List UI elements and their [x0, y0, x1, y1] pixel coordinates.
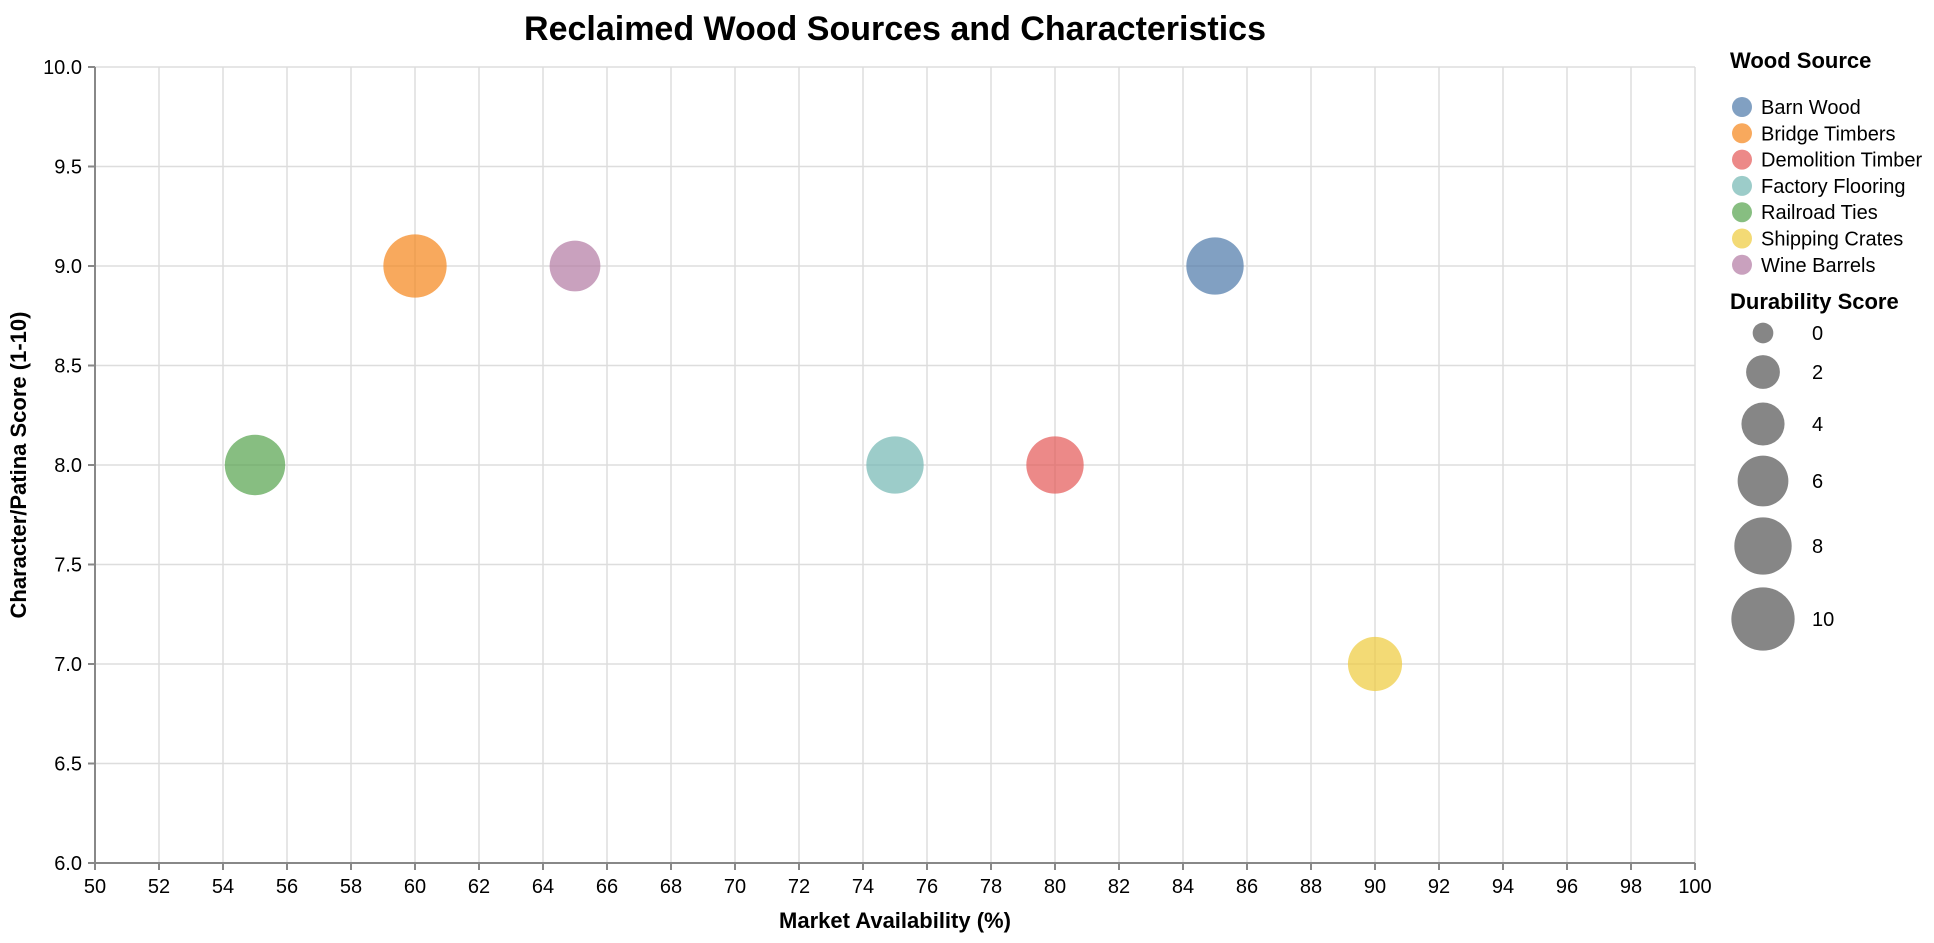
size-legend-circle-icon — [1741, 402, 1785, 446]
legend-item-barn-wood: Barn Wood — [1732, 97, 1861, 119]
x-tick-label: 84 — [1172, 876, 1194, 898]
legend-item-railroad-ties: Railroad Ties — [1732, 202, 1878, 224]
y-tick-label: 8.0 — [54, 455, 82, 477]
x-tick-label: 88 — [1300, 876, 1322, 898]
legend-item-bridge-timbers: Bridge Timbers — [1732, 123, 1896, 145]
y-tick-label: 6.0 — [54, 853, 82, 875]
size-legend-item-label: 0 — [1812, 323, 1823, 345]
size-legend-item-label: 4 — [1812, 414, 1823, 436]
y-tick-label: 9.5 — [54, 157, 82, 179]
x-tick-label: 68 — [660, 876, 682, 898]
legend-swatch-icon — [1732, 254, 1752, 275]
size-legend-item-8: 8 — [1734, 517, 1823, 575]
size-legend-circle-icon — [1731, 587, 1795, 651]
size-legend-item-label: 8 — [1812, 536, 1823, 558]
size-legend-circle-icon — [1746, 355, 1780, 389]
x-tick-label: 70 — [724, 876, 746, 898]
x-tick-label: 72 — [788, 876, 810, 898]
legend-swatch-icon — [1732, 97, 1752, 117]
size-legend-circle-icon — [1734, 517, 1792, 575]
bubble-factory-flooring[interactable] — [866, 436, 924, 494]
size-legend-circle-icon — [1752, 322, 1774, 344]
size-legend-item-label: 2 — [1812, 362, 1823, 384]
x-tick-label: 74 — [852, 876, 874, 898]
legend-item-wine-barrels: Wine Barrels — [1732, 254, 1875, 277]
x-tick-label: 66 — [596, 876, 618, 898]
legend-item-label: Barn Wood — [1761, 97, 1861, 119]
x-tick-label: 78 — [980, 876, 1002, 898]
x-tick-label: 96 — [1556, 876, 1578, 898]
legend-item-shipping-crates: Shipping Crates — [1732, 228, 1903, 251]
y-axis-title: Character/Patina Score (1-10) — [6, 312, 31, 619]
x-tick-label: 94 — [1492, 876, 1514, 898]
bubble-wine-barrels[interactable] — [549, 240, 601, 292]
y-tick-label: 8.5 — [54, 356, 82, 378]
x-tick-label: 90 — [1364, 876, 1386, 898]
x-tick-label: 86 — [1236, 876, 1258, 898]
x-tick-label: 52 — [148, 876, 170, 898]
legend-item-label: Factory Flooring — [1761, 176, 1906, 198]
x-tick-label: 100 — [1678, 876, 1711, 898]
y-tick-label: 9.0 — [54, 256, 82, 278]
bubble-shipping-crates[interactable] — [1347, 636, 1403, 692]
legend-item-demolition-timber: Demolition Timber — [1732, 149, 1923, 172]
bubble-barn-wood[interactable] — [1186, 237, 1244, 295]
x-tick-label: 80 — [1044, 876, 1066, 898]
axes: 50 52 54 56 58 60 62 64 66 68 70 72 74 76 78 80 82 84 86 88… — [43, 57, 1712, 898]
legend-item-factory-flooring: Factory Flooring — [1732, 175, 1906, 198]
y-tick-label: 7.5 — [54, 555, 82, 577]
chart-title: Reclaimed Wood Sources and Characteristi… — [524, 10, 1266, 48]
y-tick-label: 6.5 — [54, 754, 82, 776]
legend-swatch-icon — [1732, 228, 1752, 249]
x-tick-label: 54 — [212, 876, 234, 898]
size-legend-item-6: 6 — [1737, 455, 1823, 507]
color-legend: Barn Wood Bridge Timbers Demolition Timber… — [1732, 97, 1923, 277]
x-tick-label: 58 — [340, 876, 362, 898]
y-tick-label: 7.0 — [54, 654, 82, 676]
legend-item-label: Wine Barrels — [1761, 255, 1875, 277]
y-tick-label: 10.0 — [43, 57, 82, 79]
x-tick-label: 50 — [84, 876, 106, 898]
x-tick-label: 76 — [916, 876, 938, 898]
legend-item-label: Bridge Timbers — [1761, 123, 1896, 145]
legend-swatch-icon — [1732, 123, 1752, 144]
size-legend-item-2: 2 — [1746, 355, 1823, 389]
size-legend-item-10: 10 — [1731, 587, 1834, 651]
legend-swatch-icon — [1732, 202, 1752, 223]
bubble-bridge-timbers[interactable] — [383, 234, 447, 298]
size-legend-item-4: 4 — [1741, 402, 1823, 446]
size-legend: 0 2 4 6 8 10 — [1731, 322, 1834, 651]
x-tick-label: 98 — [1620, 876, 1642, 898]
x-tick-label: 82 — [1108, 876, 1130, 898]
legend-swatch-icon — [1732, 175, 1752, 196]
legend-item-label: Shipping Crates — [1761, 229, 1903, 251]
bubble-demolition-timber[interactable] — [1026, 436, 1084, 494]
x-tick-label: 60 — [404, 876, 426, 898]
color-legend-title: Wood Source — [1730, 48, 1871, 73]
bubble-railroad-ties[interactable] — [224, 434, 286, 496]
legend-item-label: Railroad Ties — [1761, 202, 1878, 224]
legend-item-label: Demolition Timber — [1761, 150, 1923, 172]
x-axis-title: Market Availability (%) — [779, 908, 1011, 933]
size-legend-item-0: 0 — [1752, 322, 1823, 345]
bubbles — [224, 234, 1403, 692]
x-tick-label: 64 — [532, 876, 554, 898]
size-legend-circle-icon — [1737, 455, 1789, 507]
size-legend-item-label: 6 — [1812, 471, 1823, 493]
x-tick-label: 62 — [468, 876, 490, 898]
x-tick-label: 56 — [276, 876, 298, 898]
x-tick-label: 92 — [1428, 876, 1450, 898]
size-legend-item-label: 10 — [1812, 609, 1834, 631]
size-legend-title: Durability Score — [1730, 289, 1899, 314]
legend-swatch-icon — [1732, 149, 1752, 170]
